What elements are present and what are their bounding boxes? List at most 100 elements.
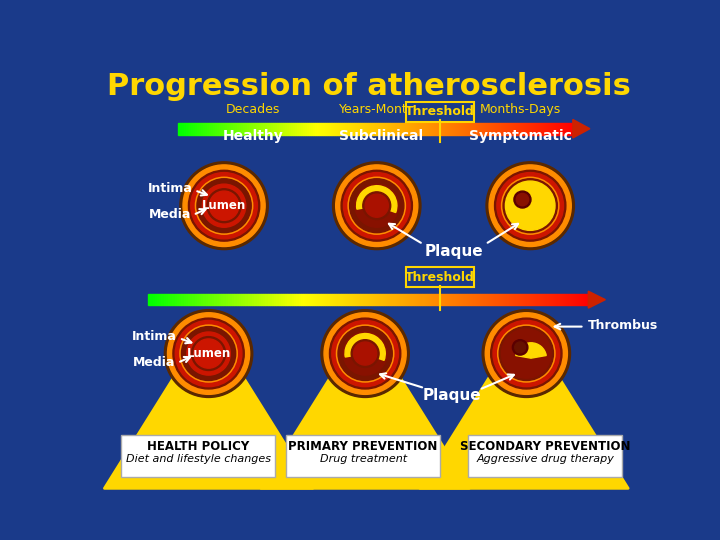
FancyArrow shape — [491, 294, 493, 305]
FancyArrow shape — [271, 123, 273, 135]
FancyArrow shape — [501, 123, 503, 135]
FancyArrow shape — [493, 123, 495, 135]
FancyArrow shape — [508, 123, 509, 135]
FancyArrow shape — [368, 123, 370, 135]
Wedge shape — [345, 334, 385, 360]
FancyArrow shape — [567, 123, 569, 135]
FancyArrow shape — [195, 123, 197, 135]
FancyArrow shape — [229, 123, 231, 135]
FancyArrow shape — [190, 294, 192, 305]
Text: Media: Media — [133, 356, 175, 369]
Text: Intima: Intima — [132, 330, 177, 343]
FancyArrow shape — [392, 294, 394, 305]
FancyArrow shape — [197, 123, 199, 135]
FancyArrow shape — [348, 123, 351, 135]
FancyArrow shape — [540, 294, 542, 305]
FancyArrow shape — [523, 123, 525, 135]
Text: Healthy: Healthy — [222, 130, 283, 144]
FancyArrow shape — [390, 294, 392, 305]
FancyArrow shape — [223, 294, 225, 305]
FancyArrow shape — [199, 123, 202, 135]
FancyArrow shape — [287, 123, 289, 135]
FancyArrow shape — [293, 123, 294, 135]
FancyArrow shape — [194, 123, 195, 135]
Text: Diet and lifestyle changes: Diet and lifestyle changes — [125, 454, 271, 464]
FancyArrow shape — [509, 123, 511, 135]
FancyArrow shape — [420, 294, 423, 305]
FancyArrow shape — [498, 123, 500, 135]
Circle shape — [514, 191, 531, 208]
FancyArrow shape — [338, 294, 341, 305]
FancyArrow shape — [429, 294, 431, 305]
Circle shape — [195, 177, 253, 234]
Text: Drug treatment: Drug treatment — [320, 454, 407, 464]
FancyArrow shape — [203, 123, 205, 135]
FancyArrow shape — [365, 294, 367, 305]
FancyArrow shape — [265, 123, 267, 135]
FancyArrow shape — [303, 294, 305, 305]
FancyArrow shape — [491, 123, 493, 135]
FancyArrow shape — [192, 294, 194, 305]
Circle shape — [336, 325, 394, 382]
Text: Aggressive drug therapy: Aggressive drug therapy — [477, 454, 614, 464]
FancyArrow shape — [438, 123, 440, 135]
FancyArrow shape — [584, 294, 586, 305]
FancyArrow shape — [376, 123, 378, 135]
FancyArrow shape — [388, 123, 390, 135]
FancyArrow shape — [294, 294, 297, 305]
FancyArrow shape — [454, 294, 456, 305]
FancyArrow shape — [360, 123, 362, 135]
Circle shape — [321, 309, 409, 397]
FancyArrow shape — [428, 123, 430, 135]
Text: Threshold: Threshold — [405, 105, 475, 118]
Circle shape — [175, 320, 242, 387]
FancyArrow shape — [433, 294, 436, 305]
FancyArrow shape — [237, 294, 239, 305]
FancyArrow shape — [376, 294, 378, 305]
FancyArrow shape — [270, 294, 272, 305]
FancyArrow shape — [559, 294, 562, 305]
FancyArrow shape — [155, 294, 157, 305]
FancyArrow shape — [241, 294, 243, 305]
FancyArrow shape — [426, 123, 428, 135]
FancyArrow shape — [537, 294, 540, 305]
FancyArrow shape — [228, 123, 229, 135]
FancyArrow shape — [414, 123, 416, 135]
FancyArrow shape — [334, 294, 336, 305]
FancyBboxPatch shape — [468, 435, 622, 477]
Text: HEALTH POLICY: HEALTH POLICY — [147, 440, 249, 453]
FancyArrow shape — [281, 123, 283, 135]
Circle shape — [336, 165, 418, 247]
FancyArrow shape — [520, 294, 522, 305]
FancyArrow shape — [148, 294, 150, 305]
FancyArrow shape — [384, 294, 387, 305]
Circle shape — [330, 318, 401, 389]
FancyArrow shape — [493, 294, 495, 305]
FancyArrow shape — [425, 294, 427, 305]
Circle shape — [351, 340, 379, 367]
FancyArrow shape — [318, 123, 320, 135]
FancyArrow shape — [317, 123, 318, 135]
FancyArrow shape — [354, 294, 356, 305]
FancyArrow shape — [263, 123, 265, 135]
FancyArrow shape — [551, 294, 553, 305]
FancyArrow shape — [458, 294, 460, 305]
FancyArrow shape — [569, 123, 571, 135]
FancyArrow shape — [221, 294, 223, 305]
Circle shape — [363, 192, 391, 220]
FancyArrow shape — [559, 123, 561, 135]
Circle shape — [498, 325, 555, 382]
FancyArrow shape — [184, 294, 186, 305]
Wedge shape — [356, 186, 397, 213]
FancyArrow shape — [458, 123, 459, 135]
FancyArrow shape — [462, 123, 464, 135]
FancyArrow shape — [341, 123, 343, 135]
FancyArrow shape — [480, 123, 482, 135]
Circle shape — [343, 332, 387, 375]
FancyArrow shape — [253, 123, 255, 135]
FancyArrow shape — [344, 123, 346, 135]
FancyArrow shape — [312, 123, 315, 135]
Circle shape — [197, 179, 251, 233]
FancyArrow shape — [372, 123, 374, 135]
Circle shape — [503, 179, 557, 233]
